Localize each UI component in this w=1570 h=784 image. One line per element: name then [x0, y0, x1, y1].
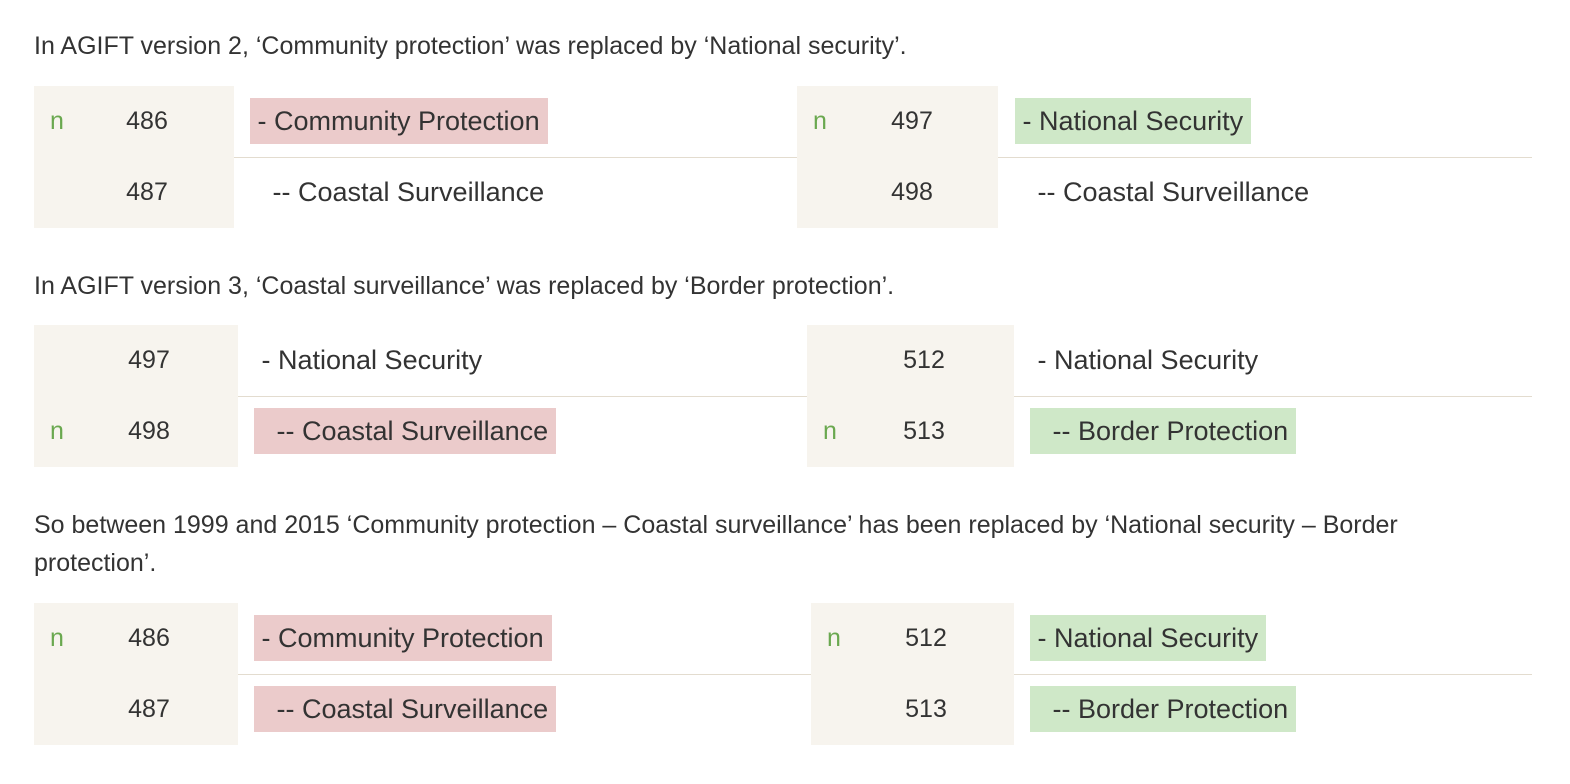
row-divider — [1014, 674, 1532, 675]
line-number: 486 — [126, 107, 168, 135]
deleted-line-text: - Community Protection — [250, 98, 548, 144]
diff-line: 513 -- Border Protection — [811, 674, 1532, 745]
line-number: 486 — [128, 624, 170, 652]
diff-left-pane: 497 - National Security n 498 -- Coastal… — [34, 325, 807, 467]
added-line-text: -- Border Protection — [1030, 686, 1297, 732]
change-marker: n — [813, 107, 827, 135]
row-divider — [1014, 396, 1532, 397]
deleted-line-text: -- Coastal Surveillance — [254, 408, 557, 454]
line-number: 487 — [128, 695, 170, 723]
row-divider — [998, 157, 1532, 158]
line-number-gutter — [807, 325, 1014, 467]
diff-right-pane: 512 - National Security n 513 -- Border … — [807, 325, 1532, 467]
line-text: - National Security — [254, 345, 483, 375]
diff-left-pane: n 486 - Community Protection 487 -- Coas… — [34, 603, 811, 745]
diff-left-pane: n 486 - Community Protection 487 -- Coas… — [34, 86, 794, 228]
diff-line: n 486 - Community Protection — [34, 86, 794, 157]
diff-line: n 497 - National Security — [797, 86, 1532, 157]
added-line-text: - National Security — [1030, 615, 1267, 661]
added-line-text: - National Security — [1015, 98, 1252, 144]
paragraph-summary: So between 1999 and 2015 ‘Community prot… — [34, 511, 1398, 577]
line-number: 498 — [891, 178, 933, 206]
diff-line: 512 - National Security — [807, 325, 1532, 396]
line-number-gutter — [811, 603, 1014, 745]
diff-line: n 513 -- Border Protection — [807, 396, 1532, 467]
line-number: 513 — [903, 417, 945, 445]
diff-line: n 512 - National Security — [811, 603, 1532, 674]
diff-line: 487 -- Coastal Surveillance — [34, 674, 811, 745]
diff-line: 497 - National Security — [34, 325, 807, 396]
line-number: 512 — [903, 346, 945, 374]
line-number: 497 — [128, 346, 170, 374]
diff-line: 498 -- Coastal Surveillance — [797, 157, 1532, 228]
diff-table-version-2: n 486 - Community Protection 487 -- Coas… — [34, 86, 1532, 228]
row-divider — [238, 396, 807, 397]
change-marker: n — [823, 417, 837, 445]
added-line-text: -- Border Protection — [1030, 408, 1297, 454]
change-marker: n — [50, 624, 64, 652]
diff-right-pane: n 497 - National Security 498 -- Coastal… — [797, 86, 1532, 228]
diff-right-pane: n 512 - National Security 513 -- Border … — [811, 603, 1532, 745]
line-number-gutter — [34, 86, 234, 228]
row-divider — [234, 157, 797, 158]
diff-table-version-3: 497 - National Security n 498 -- Coastal… — [34, 325, 1532, 467]
paragraph-version-2: In AGIFT version 2, ‘Community protectio… — [34, 32, 907, 60]
paragraph-version-3: In AGIFT version 3, ‘Coastal surveillanc… — [34, 272, 895, 300]
change-marker: n — [50, 417, 64, 445]
line-text: -- Coastal Surveillance — [1015, 177, 1310, 207]
line-number: 497 — [891, 107, 933, 135]
line-number: 513 — [905, 695, 947, 723]
diff-table-summary: n 486 - Community Protection 487 -- Coas… — [34, 603, 1532, 745]
row-divider — [238, 674, 811, 675]
line-text: - National Security — [1030, 345, 1259, 375]
line-number: 512 — [905, 624, 947, 652]
deleted-line-text: - Community Protection — [254, 615, 552, 661]
diff-line: n 486 - Community Protection — [34, 603, 811, 674]
line-number-gutter — [34, 325, 238, 467]
change-marker: n — [50, 107, 64, 135]
line-number-gutter — [34, 603, 238, 745]
line-text: -- Coastal Surveillance — [250, 177, 545, 207]
line-number: 487 — [126, 178, 168, 206]
line-number-gutter — [797, 86, 998, 228]
diff-line: n 498 -- Coastal Surveillance — [34, 396, 807, 467]
diff-line: 487 -- Coastal Surveillance — [34, 157, 794, 228]
change-marker: n — [827, 624, 841, 652]
line-number: 498 — [128, 417, 170, 445]
deleted-line-text: -- Coastal Surveillance — [254, 686, 557, 732]
